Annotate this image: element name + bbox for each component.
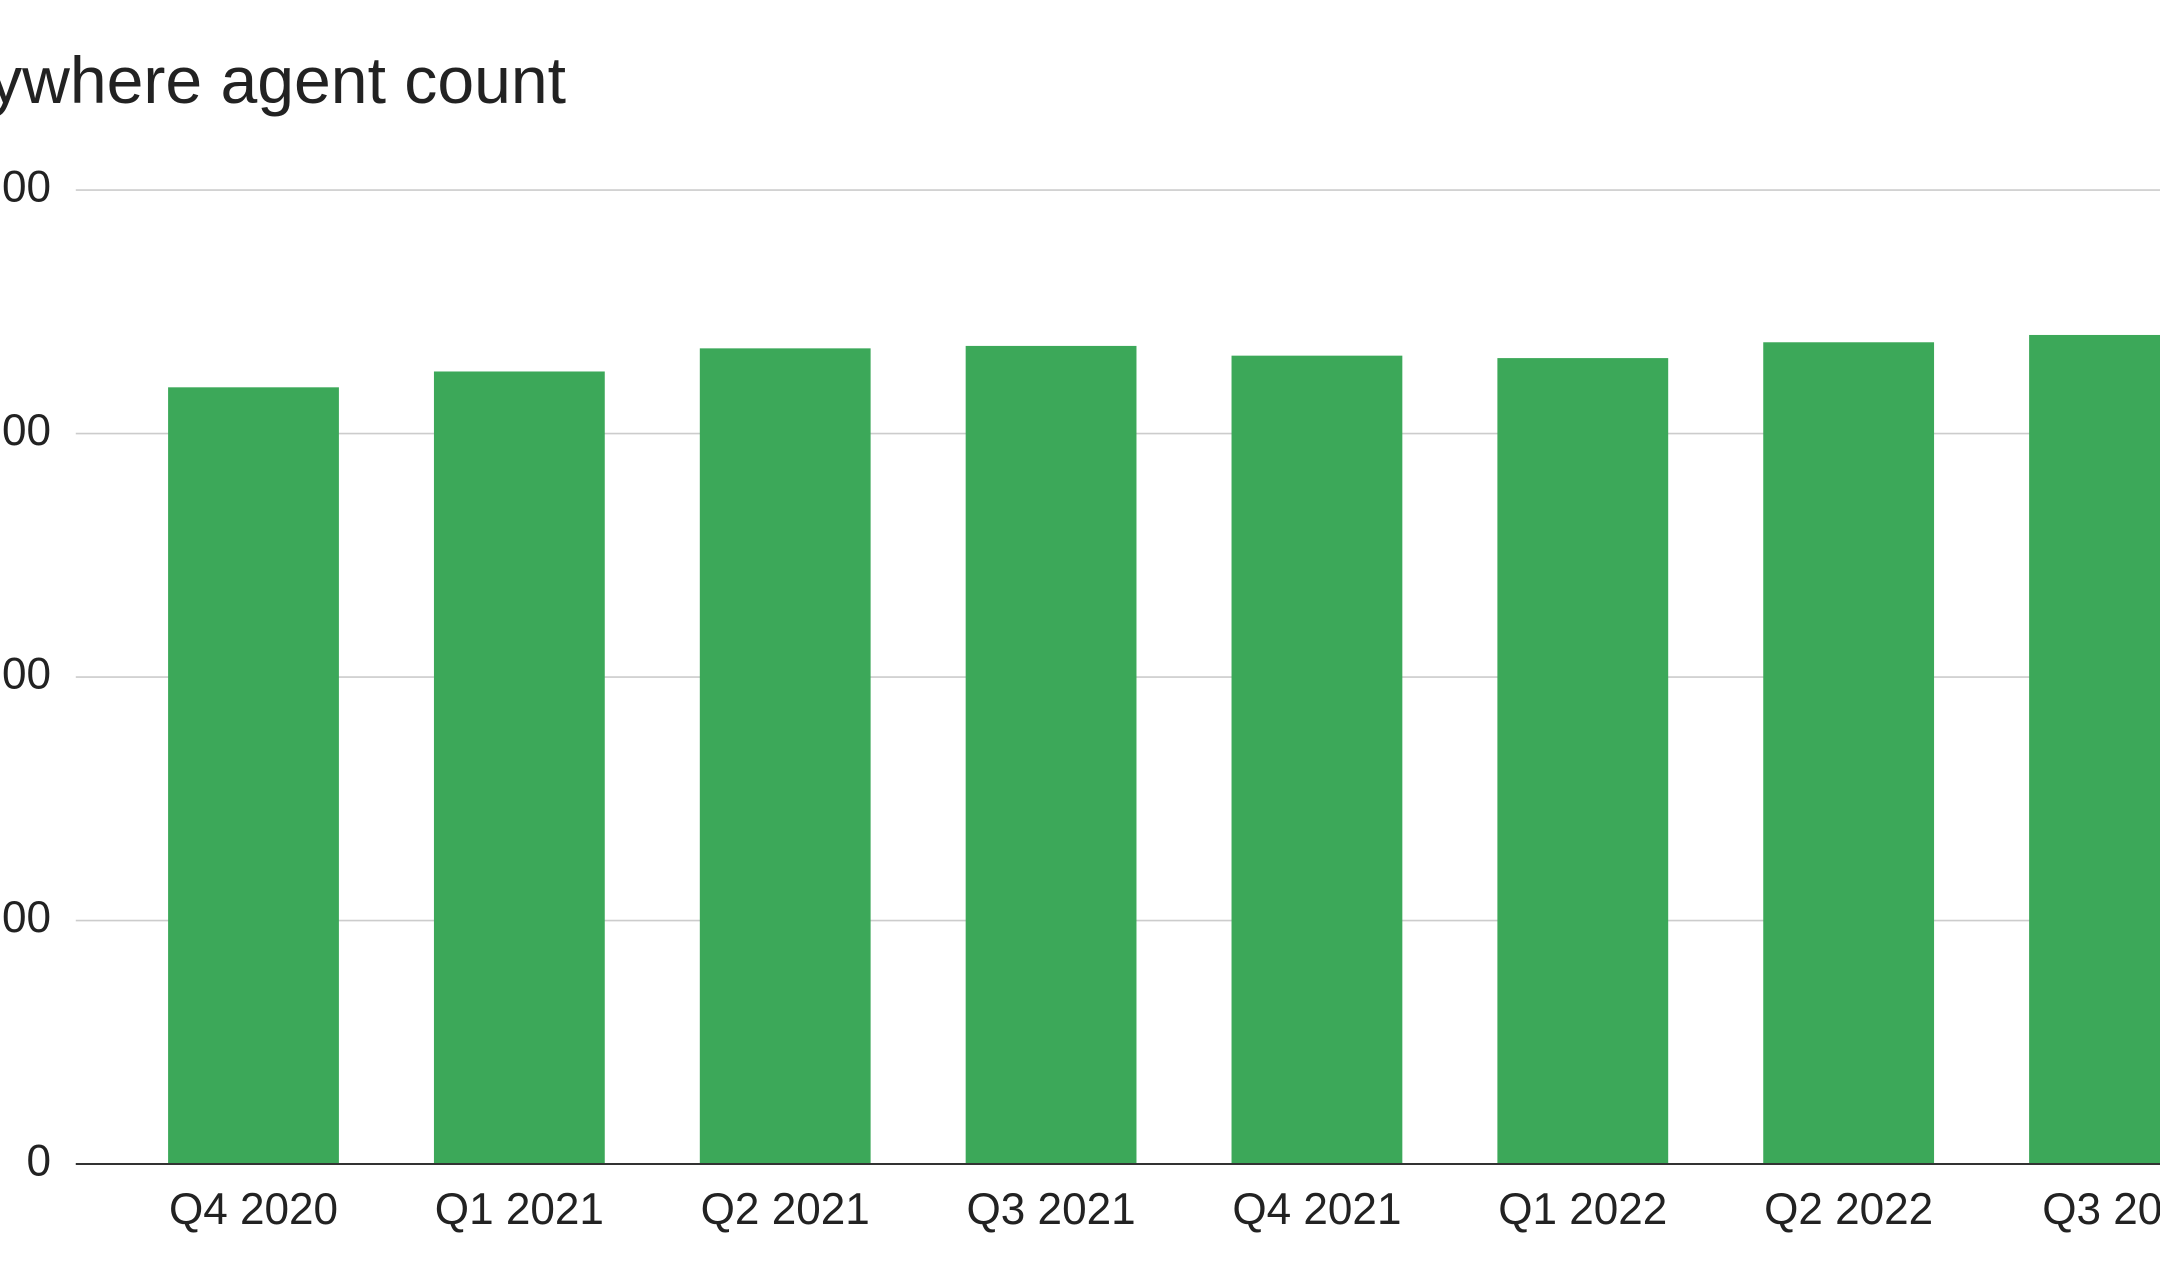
bar <box>433 371 605 1164</box>
y-tick-label: 0 <box>26 1137 51 1186</box>
x-tick-label: Q2 2021 <box>701 1185 870 1234</box>
y-tick-label: 00 <box>2 893 51 942</box>
x-tick-label: Q1 2021 <box>435 1185 604 1234</box>
bar <box>2029 334 2160 1164</box>
bar <box>965 345 1137 1164</box>
bar <box>168 387 339 1164</box>
bar <box>1231 355 1403 1164</box>
x-tick-label: Q3 202 <box>2042 1185 2160 1234</box>
x-tick-label: Q4 2020 <box>169 1185 338 1234</box>
x-tick-label: Q1 2022 <box>1498 1185 1667 1234</box>
x-tick-label: Q3 2021 <box>967 1185 1136 1234</box>
x-tick-label: Q4 2021 <box>1232 1185 1401 1234</box>
chart-title: ywhere agent count <box>0 44 566 118</box>
y-tick-label: 00 <box>2 406 51 455</box>
bar <box>1497 358 1669 1164</box>
bar <box>699 348 871 1164</box>
x-tick-label: Q2 2022 <box>1764 1185 1933 1234</box>
y-tick-label: 00 <box>2 163 51 212</box>
y-tick-label: 00 <box>2 650 51 699</box>
bar <box>1763 342 1935 1164</box>
